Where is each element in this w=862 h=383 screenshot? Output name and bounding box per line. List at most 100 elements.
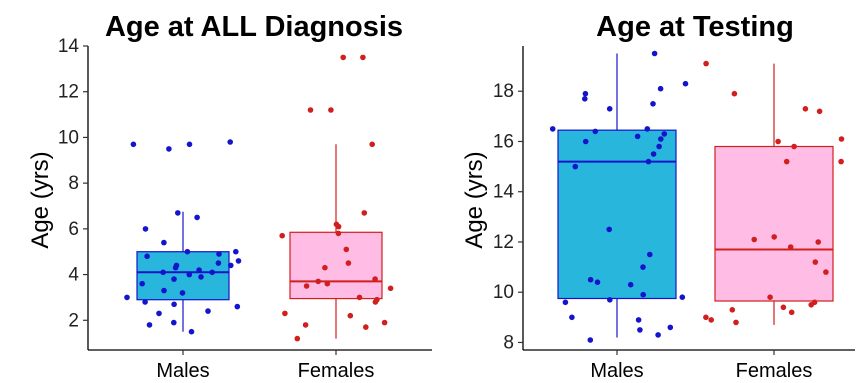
- data-point: [194, 214, 200, 221]
- data-point: [569, 314, 575, 321]
- y-axis-label: Age (yrs): [27, 151, 54, 248]
- y-tick-label: 14: [58, 36, 80, 57]
- y-tick-label: 10: [493, 282, 514, 303]
- data-point: [791, 143, 797, 150]
- box-group-males: [124, 139, 242, 335]
- data-point: [171, 276, 177, 282]
- data-point: [315, 278, 322, 285]
- data-point: [372, 276, 378, 282]
- data-point: [233, 248, 239, 255]
- data-point: [645, 158, 652, 165]
- data-point: [184, 248, 191, 255]
- data-point: [650, 101, 656, 107]
- data-point: [234, 303, 241, 310]
- data-point: [582, 138, 589, 145]
- y-axis-label: Age (yrs): [461, 151, 488, 248]
- data-point: [361, 210, 368, 216]
- data-point: [767, 294, 773, 301]
- data-point: [816, 108, 823, 115]
- data-point: [161, 239, 167, 246]
- data-point: [172, 264, 179, 271]
- data-point: [587, 276, 594, 283]
- data-point: [780, 304, 787, 311]
- data-point: [647, 251, 653, 258]
- y-tick-label: 8: [503, 332, 514, 353]
- data-point: [175, 210, 181, 216]
- data-point: [634, 133, 641, 140]
- data-point: [562, 299, 569, 306]
- data-point: [656, 143, 662, 150]
- data-point: [771, 234, 777, 240]
- data-point: [731, 90, 738, 97]
- data-point: [708, 317, 714, 323]
- data-point: [635, 317, 642, 323]
- data-point: [812, 259, 819, 265]
- data-point: [679, 294, 686, 301]
- data-point: [171, 319, 177, 326]
- data-point: [209, 269, 215, 276]
- data-point: [307, 107, 314, 113]
- data-point: [328, 107, 334, 113]
- data-point: [282, 310, 288, 317]
- data-point: [130, 141, 137, 148]
- data-point: [198, 274, 204, 280]
- data-point: [657, 85, 664, 92]
- data-point: [369, 141, 376, 148]
- data-point: [607, 297, 613, 303]
- data-point: [360, 54, 366, 61]
- data-point: [838, 136, 845, 142]
- data-point: [644, 126, 651, 132]
- data-point: [205, 308, 211, 314]
- data-point: [335, 223, 342, 230]
- box-group-females: [279, 54, 394, 342]
- data-point: [788, 309, 795, 316]
- data-point: [582, 96, 588, 102]
- x-tick-label: Females: [736, 360, 813, 382]
- data-point: [703, 314, 709, 321]
- data-point: [186, 271, 193, 278]
- y-tick-label: 4: [68, 265, 79, 286]
- data-point: [751, 236, 757, 243]
- box-group-females: [703, 60, 845, 326]
- y-tick-label: 8: [68, 173, 79, 194]
- data-point: [594, 279, 601, 286]
- data-point: [235, 258, 242, 264]
- data-point: [142, 299, 148, 305]
- data-point: [302, 322, 309, 328]
- data-point: [640, 264, 646, 270]
- data-point: [179, 290, 186, 296]
- data-point: [838, 158, 844, 165]
- data-point: [587, 337, 594, 343]
- data-point: [783, 158, 790, 165]
- data-point: [196, 267, 202, 273]
- data-point: [161, 287, 167, 294]
- data-point: [124, 294, 130, 301]
- data-point: [682, 80, 689, 87]
- y-tick-label: 6: [68, 219, 79, 240]
- data-point: [549, 126, 556, 132]
- data-point: [146, 322, 153, 328]
- y-tick-label: 10: [58, 127, 79, 148]
- x-tick-label: Females: [298, 360, 375, 382]
- data-point: [144, 253, 150, 260]
- data-point: [661, 131, 668, 137]
- data-point: [228, 262, 234, 269]
- data-point: [667, 324, 674, 331]
- data-point: [324, 280, 331, 287]
- y-tick-label: 12: [493, 232, 514, 253]
- data-point: [606, 106, 613, 112]
- box-group-males: [549, 50, 689, 343]
- data-point: [215, 260, 222, 266]
- box: [557, 129, 677, 300]
- data-point: [658, 136, 664, 142]
- panel-age-at-diagnosis: Age at ALL Diagnosis Age (yrs) 2 4 6 8 10 12 1…: [27, 11, 432, 382]
- data-point: [640, 291, 646, 298]
- data-point: [188, 328, 195, 335]
- data-point: [303, 283, 310, 289]
- box: [714, 145, 834, 302]
- data-point: [787, 244, 794, 250]
- data-point: [227, 139, 233, 145]
- x-tick-label: Males: [156, 360, 209, 382]
- data-point: [823, 269, 829, 275]
